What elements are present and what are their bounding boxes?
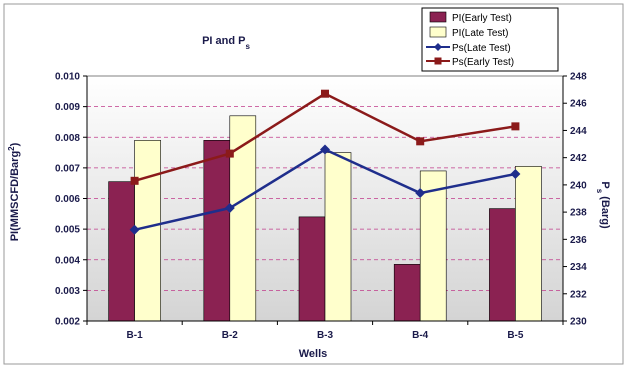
bar-pi-early bbox=[203, 140, 231, 322]
line-series bbox=[129, 89, 521, 235]
point-ps-late bbox=[224, 203, 235, 214]
bar-pi-early bbox=[393, 264, 421, 322]
x-tick-label: B-2 bbox=[222, 330, 239, 341]
bar-pi-early bbox=[489, 208, 516, 322]
legend-marker-ps-early bbox=[434, 57, 442, 65]
y-left-tick-label: 0.003 bbox=[55, 286, 80, 297]
point-ps-early bbox=[321, 89, 329, 98]
x-tick-label: B-5 bbox=[507, 330, 524, 341]
axes: 0.002 0.003 0.004 0.005 0.006 0.007 0.008 0.009… bbox=[55, 72, 587, 342]
point-ps-early bbox=[416, 137, 425, 146]
point-ps-late bbox=[320, 144, 330, 155]
bar-pi-late bbox=[419, 170, 447, 322]
x-tick-label: B-4 bbox=[412, 330, 429, 341]
point-ps-early bbox=[130, 176, 139, 185]
bar-pi-late bbox=[515, 166, 542, 322]
legend-swatch-pi-early bbox=[429, 11, 447, 23]
y-axis-left-title: PI(MMSCFD/Barg2) bbox=[7, 142, 22, 241]
legend-label-ps-early: Ps(Early Test) bbox=[452, 57, 514, 68]
legend-label-pi-late: PI(Late Test) bbox=[452, 28, 509, 39]
y-right-tick-label: 230 bbox=[570, 317, 587, 328]
y-right-tick-label: 234 bbox=[570, 262, 587, 273]
y-right-tick-label: 236 bbox=[570, 235, 587, 246]
x-tick-label: B-3 bbox=[317, 330, 334, 341]
bar-pi-early bbox=[108, 181, 135, 322]
x-tick-label: B-1 bbox=[127, 330, 144, 341]
point-ps-early bbox=[225, 149, 234, 158]
y-left-tick-label: 0.005 bbox=[55, 225, 80, 236]
bar-pi-early bbox=[298, 216, 326, 322]
y-left-tick-label: 0.007 bbox=[55, 163, 80, 174]
y-left-tick-label: 0.009 bbox=[55, 102, 80, 113]
bar-pi-late bbox=[134, 140, 161, 322]
y-left-tick-label: 0.008 bbox=[55, 133, 80, 144]
y-left-tick-label: 0.010 bbox=[55, 72, 80, 83]
chart-title: PI and Ps bbox=[202, 35, 250, 51]
y-left-tick-label: 0.002 bbox=[55, 317, 80, 328]
legend-swatch-pi-late bbox=[429, 26, 447, 38]
legend-marker-ps-late bbox=[434, 43, 442, 51]
y-right-tick-label: 232 bbox=[570, 289, 587, 300]
y-axis-right-title: Ps (Barg) bbox=[596, 181, 612, 229]
chart-title-subscript: s bbox=[245, 42, 250, 51]
point-ps-late bbox=[415, 188, 426, 199]
y-right-tick-label: 238 bbox=[570, 208, 587, 219]
x-axis-title: Wells bbox=[299, 348, 328, 360]
legend: PI(Early Test) PI(Late Test) Ps(Late Tes… bbox=[421, 7, 559, 72]
y-right-tick-label: 248 bbox=[570, 72, 587, 83]
bar-series bbox=[108, 115, 542, 322]
y-right-tick-label: 246 bbox=[570, 99, 587, 110]
y-left-tick-label: 0.004 bbox=[55, 255, 80, 266]
point-ps-late bbox=[510, 169, 521, 179]
legend-label-ps-late: Ps(Late Test) bbox=[452, 43, 511, 54]
legend-label-pi-early: PI(Early Test) bbox=[452, 13, 512, 24]
y-axis-right-subscript: s bbox=[596, 189, 605, 194]
point-ps-late bbox=[129, 224, 140, 235]
y-right-tick-label: 242 bbox=[570, 153, 587, 164]
y-right-tick-label: 244 bbox=[570, 126, 587, 137]
y-right-tick-label: 240 bbox=[570, 180, 587, 191]
point-ps-early bbox=[511, 122, 520, 131]
bar-pi-late bbox=[324, 152, 352, 322]
y-left-tick-label: 0.006 bbox=[55, 194, 80, 205]
y-axis-left-superscript: 2 bbox=[7, 146, 16, 151]
